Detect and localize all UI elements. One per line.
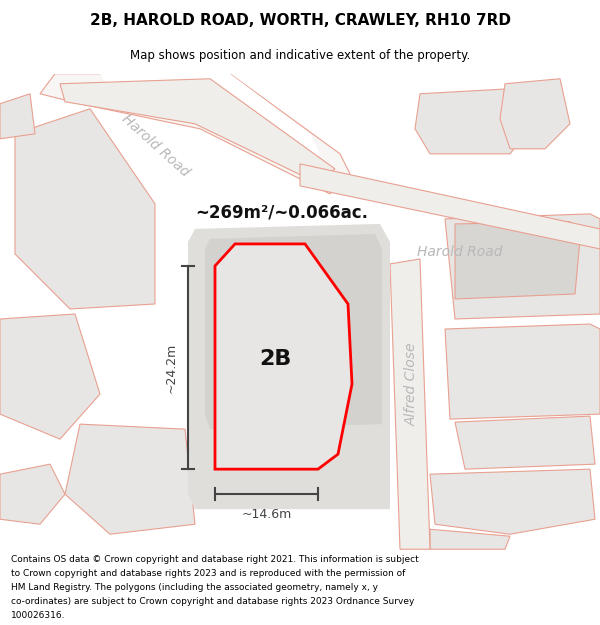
Text: Harold Road: Harold Road xyxy=(119,112,191,179)
Polygon shape xyxy=(205,234,382,429)
Polygon shape xyxy=(100,74,320,169)
Text: Alfred Close: Alfred Close xyxy=(405,342,419,426)
Text: 2B, HAROLD ROAD, WORTH, CRAWLEY, RH10 7RD: 2B, HAROLD ROAD, WORTH, CRAWLEY, RH10 7R… xyxy=(89,13,511,28)
Text: 100026316.: 100026316. xyxy=(11,611,65,620)
Polygon shape xyxy=(0,314,100,439)
Polygon shape xyxy=(415,89,530,154)
Text: ~269m²/~0.066ac.: ~269m²/~0.066ac. xyxy=(195,204,368,222)
Text: to Crown copyright and database rights 2023 and is reproduced with the permissio: to Crown copyright and database rights 2… xyxy=(11,569,405,578)
Polygon shape xyxy=(430,469,595,534)
Polygon shape xyxy=(390,259,430,549)
Polygon shape xyxy=(300,164,600,249)
Polygon shape xyxy=(455,416,595,469)
Polygon shape xyxy=(60,79,335,182)
Polygon shape xyxy=(40,74,350,194)
Text: Harold Road: Harold Road xyxy=(417,245,503,259)
Text: ~24.2m: ~24.2m xyxy=(165,342,178,392)
Text: HM Land Registry. The polygons (including the associated geometry, namely x, y: HM Land Registry. The polygons (includin… xyxy=(11,583,378,592)
Polygon shape xyxy=(65,424,195,534)
Text: Contains OS data © Crown copyright and database right 2021. This information is : Contains OS data © Crown copyright and d… xyxy=(11,555,419,564)
Polygon shape xyxy=(445,214,600,319)
Polygon shape xyxy=(0,94,35,139)
Polygon shape xyxy=(215,244,352,469)
Polygon shape xyxy=(445,324,600,419)
Polygon shape xyxy=(15,109,155,309)
Text: ~14.6m: ~14.6m xyxy=(241,508,292,521)
Text: co-ordinates) are subject to Crown copyright and database rights 2023 Ordnance S: co-ordinates) are subject to Crown copyr… xyxy=(11,597,414,606)
Polygon shape xyxy=(0,464,65,524)
Polygon shape xyxy=(430,529,510,549)
Text: Map shows position and indicative extent of the property.: Map shows position and indicative extent… xyxy=(130,49,470,62)
Text: 2B: 2B xyxy=(259,349,291,369)
Polygon shape xyxy=(500,79,570,149)
Polygon shape xyxy=(188,224,390,509)
Polygon shape xyxy=(455,222,580,299)
